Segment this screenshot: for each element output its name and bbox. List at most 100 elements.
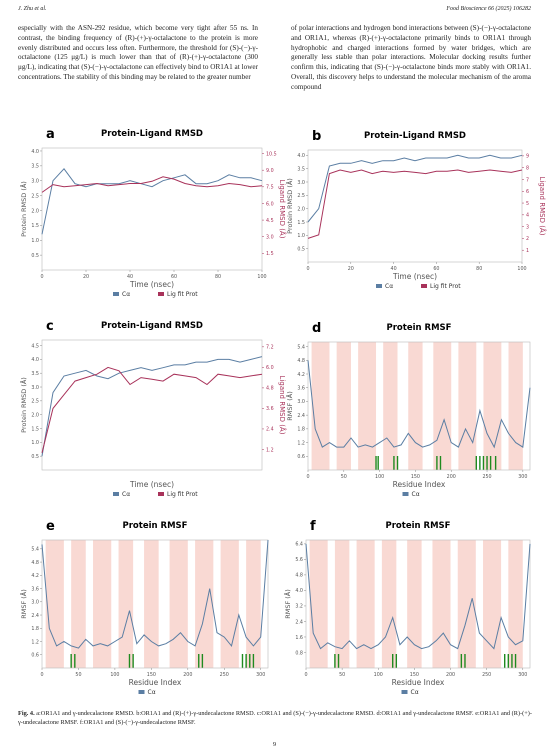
series-line — [307, 360, 531, 449]
legend-label: Cα — [122, 291, 130, 298]
x-tick-label: 20 — [83, 274, 89, 280]
y-tick-label: 2.5 — [31, 193, 39, 199]
y-tick-label: 3.2 — [295, 604, 303, 610]
legend-label: Lig fit Prot — [167, 491, 198, 498]
y2-tick-label: 6.0 — [266, 365, 274, 371]
x-tick-label: 40 — [127, 274, 133, 280]
y-tick-label: 5.4 — [31, 547, 39, 553]
y2-axis-label: Ligand RMSD (Å) — [278, 376, 287, 435]
y2-tick-label: 4 — [526, 213, 529, 219]
plot-frame — [307, 341, 531, 471]
y2-tick-label: 6 — [526, 189, 529, 195]
sse-region — [356, 540, 375, 668]
sse-region — [336, 342, 351, 470]
y-tick-label: 4.5 — [31, 343, 39, 349]
y2-tick-label: 4.8 — [266, 386, 274, 392]
x-tick-label: 300 — [518, 474, 527, 480]
x-tick-label: 250 — [220, 672, 229, 678]
panel-title: Protein-Ligand RMSD — [101, 321, 203, 331]
sse-region — [195, 540, 214, 668]
y-tick-label: 4.0 — [295, 588, 303, 594]
x-tick-label: 100 — [375, 474, 384, 480]
x-axis-label: Residue Index — [392, 678, 445, 687]
series-line — [41, 168, 263, 235]
x-tick-label: 60 — [171, 274, 177, 280]
sse-region — [508, 540, 523, 668]
x-tick-label: 0 — [304, 672, 307, 678]
y-tick-label: 0.5 — [31, 253, 39, 259]
y2-tick-label: 7.2 — [266, 345, 274, 351]
plot-frame — [41, 339, 263, 471]
y-tick-label: 3.6 — [297, 386, 305, 392]
y2-tick-label: 7.5 — [266, 185, 274, 191]
y2-tick-label: 4.5 — [266, 218, 274, 224]
x-axis-label: Time (nsec) — [392, 272, 437, 281]
x-tick-label: 200 — [447, 474, 456, 480]
y-tick-label: 3.0 — [297, 180, 305, 186]
y-tick-label: 2.5 — [297, 193, 305, 199]
y2-tick-label: 8 — [526, 165, 529, 171]
y-tick-label: 5.4 — [297, 344, 305, 350]
y-tick-label: 3.0 — [31, 600, 39, 606]
y2-tick-label: 9.0 — [266, 168, 274, 174]
sse-region — [309, 540, 328, 668]
text-column: especially with the ASN-292 residue, whi… — [18, 24, 258, 81]
y-tick-label: 3.0 — [31, 179, 39, 185]
sse-region — [118, 540, 134, 668]
sse-region — [381, 540, 397, 668]
legend-swatch — [158, 292, 164, 296]
y-tick-label: 5.6 — [295, 557, 303, 563]
legend-label: Cα — [148, 689, 156, 696]
x-tick-label: 150 — [147, 672, 156, 678]
plot-frame — [305, 539, 531, 669]
y-tick-label: 4.0 — [31, 149, 39, 155]
x-tick-label: 250 — [482, 672, 491, 678]
x-tick-label: 40 — [391, 266, 397, 272]
x-tick-label: 50 — [75, 672, 81, 678]
x-tick-label: 100 — [517, 266, 526, 272]
series-line — [41, 366, 263, 454]
panel-title: Protein RMSF — [387, 323, 452, 333]
sse-region — [144, 540, 159, 668]
y2-tick-label: 1 — [526, 248, 529, 254]
y-tick-label: 2.4 — [295, 619, 303, 625]
y-tick-label: 3.5 — [31, 371, 39, 377]
x-axis-label: Time (nsec) — [129, 480, 174, 489]
y-axis-label: Protein RMSD (Å) — [19, 181, 28, 237]
y-tick-label: 2.4 — [31, 613, 39, 619]
panel-title: Protein-Ligand RMSD — [364, 131, 466, 141]
y-axis-label: Protein RMSD (Å) — [19, 377, 28, 433]
y2-tick-label: 10.5 — [266, 151, 277, 157]
caption: Fig. 4. a:OR1A1 and γ-undecalactone RMSD… — [18, 710, 532, 727]
x-tick-label: 250 — [482, 474, 491, 480]
y-tick-label: 1.2 — [297, 440, 305, 446]
text-column: of polar interactions and hydrogen bond … — [291, 24, 531, 91]
page-number: 9 — [272, 741, 277, 748]
series-line — [307, 154, 523, 223]
y-tick-label: 1.2 — [31, 639, 39, 645]
y2-tick-label: 3 — [526, 224, 529, 230]
legend-swatch — [376, 284, 382, 288]
legend-swatch — [402, 492, 409, 496]
plot-frame — [307, 149, 523, 263]
legend-label: Cα — [411, 689, 419, 696]
sse-region — [457, 540, 476, 668]
legend-label: Lig fit Prot — [430, 283, 461, 290]
y-tick-label: 3.0 — [297, 399, 305, 405]
caption-label: Fig. 4. — [18, 710, 35, 717]
x-tick-label: 80 — [476, 266, 482, 272]
y2-tick-label: 3.0 — [266, 235, 274, 241]
sse-region — [71, 540, 86, 668]
y-tick-label: 2.5 — [31, 399, 39, 405]
y2-tick-label: 1.5 — [266, 251, 274, 257]
plot-frame — [41, 539, 269, 669]
series-line — [41, 176, 263, 193]
y-tick-label: 4.0 — [297, 153, 305, 159]
sse-region — [93, 540, 112, 668]
panel-title: Protein-Ligand RMSD — [101, 129, 203, 139]
sse-region — [169, 540, 188, 668]
sse-region — [458, 342, 477, 470]
legend-label: Cα — [412, 491, 420, 498]
y-tick-label: 1.0 — [297, 233, 305, 239]
y-tick-label: 1.8 — [31, 626, 39, 632]
